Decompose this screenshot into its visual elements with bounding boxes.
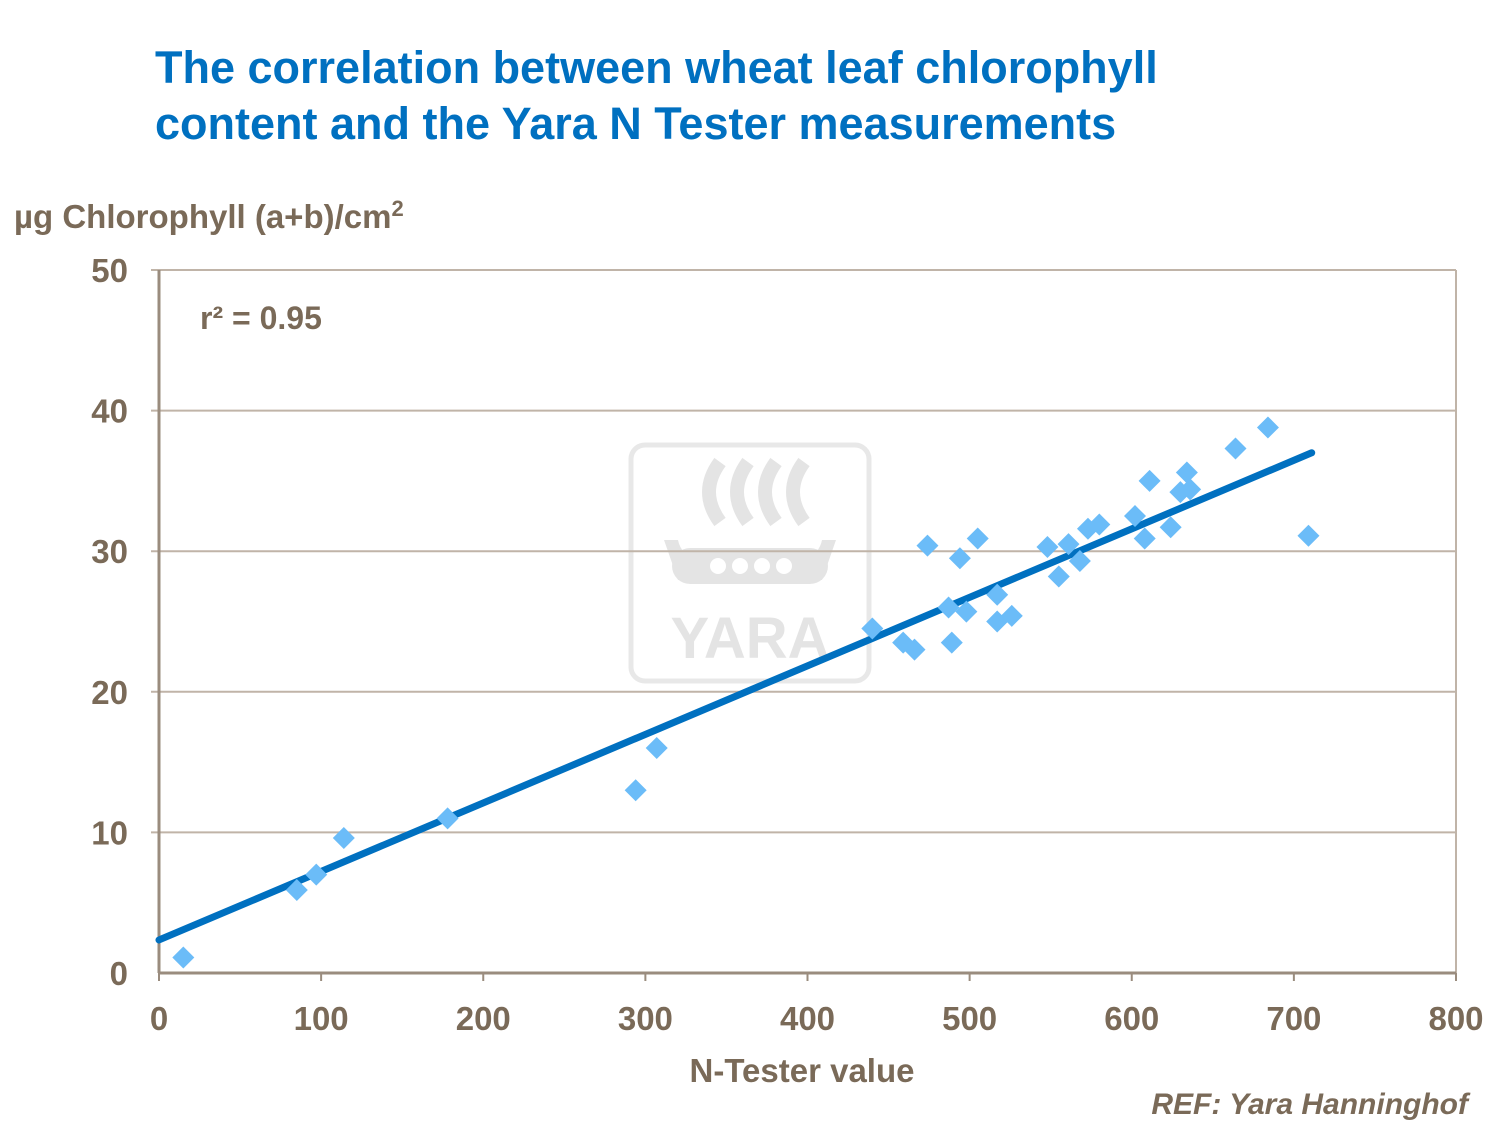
data-point [624, 779, 647, 802]
data-point [903, 638, 926, 661]
y-axis-label-superscript: 2 [391, 196, 404, 221]
data-point [1179, 478, 1202, 501]
y-tick-label: 40 [91, 393, 128, 430]
x-tick-label: 700 [1266, 1000, 1321, 1037]
y-axis-label: µg Chlorophyll (a+b)/cm2 [14, 196, 404, 236]
chart-title-line-1: The correlation between wheat leaf chlor… [155, 42, 1158, 93]
data-point [285, 879, 308, 902]
data-point [1123, 505, 1146, 528]
data-point [916, 534, 939, 557]
data-point [1047, 565, 1070, 588]
data-point [1036, 535, 1059, 558]
y-tick-label: 0 [110, 955, 128, 992]
data-point [966, 527, 989, 550]
data-point [940, 631, 963, 654]
chart-title-line-2: content and the Yara N Tester measuremen… [155, 98, 1117, 149]
x-tick-label: 100 [294, 1000, 349, 1037]
data-point [1297, 524, 1320, 547]
data-point [645, 737, 668, 760]
data-point [332, 827, 355, 850]
x-tick-label: 500 [942, 1000, 997, 1037]
data-point [937, 596, 960, 619]
data-point [948, 547, 971, 570]
data-point [1256, 416, 1279, 439]
x-tick-label: 800 [1428, 1000, 1483, 1037]
x-tick-label: 0 [150, 1000, 168, 1037]
x-axis-label: N-Tester value [689, 1052, 915, 1089]
data-point [1224, 437, 1247, 460]
x-tick-label: 300 [618, 1000, 673, 1037]
data-point [1068, 550, 1091, 573]
data-point [436, 807, 459, 830]
r-squared-annotation: r² = 0.95 [200, 300, 322, 336]
data-point [1088, 513, 1111, 536]
data-point [172, 946, 195, 969]
yara-watermark-logo: YARA [628, 442, 872, 684]
data-point [1057, 533, 1080, 556]
watermark-text: YARA [670, 606, 829, 671]
chart-title: The correlation between wheat leaf chlor… [155, 40, 1158, 152]
x-tick-label: 200 [456, 1000, 511, 1037]
reference-note: REF: Yara Hanninghof [1151, 1088, 1468, 1121]
data-point [1000, 604, 1023, 627]
data-point [986, 583, 1009, 606]
x-tick-label: 600 [1104, 1000, 1159, 1037]
y-axis-label-text: µg Chlorophyll (a+b)/cm [14, 198, 392, 235]
data-point [305, 863, 328, 886]
y-tick-label: 50 [91, 252, 128, 289]
x-tick-label: 400 [780, 1000, 835, 1037]
y-tick-label: 30 [91, 533, 128, 570]
data-point [1133, 527, 1156, 550]
trend-line [155, 449, 1316, 944]
data-point [955, 600, 978, 623]
data-point [1175, 461, 1198, 484]
data-point [861, 617, 884, 640]
data-point [1159, 516, 1182, 539]
y-tick-label: 20 [91, 674, 128, 711]
y-tick-label: 10 [91, 814, 128, 851]
data-point [1138, 469, 1161, 492]
